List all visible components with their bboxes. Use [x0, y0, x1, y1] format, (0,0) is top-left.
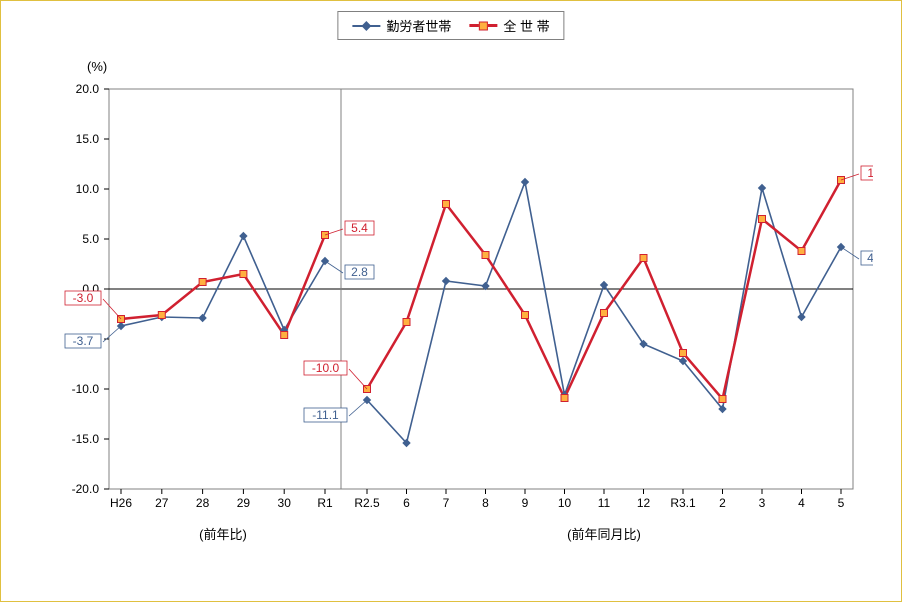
legend-marker-blue	[352, 25, 380, 27]
svg-text:9: 9	[522, 496, 529, 510]
chart-svg: -20.0-15.0-10.0-5.00.05.010.015.020.0(%)…	[51, 49, 873, 573]
svg-text:27: 27	[155, 496, 169, 510]
svg-text:29: 29	[237, 496, 251, 510]
legend: 勤労者世帯 全 世 帯	[337, 11, 564, 40]
svg-text:(前年同月比): (前年同月比)	[567, 527, 641, 542]
chart-container: { "legend": { "items": [ { "label": "勤労者…	[0, 0, 902, 602]
svg-text:12: 12	[637, 496, 651, 510]
svg-text:-10.0: -10.0	[72, 382, 100, 396]
svg-text:15.0: 15.0	[76, 132, 100, 146]
svg-text:H26: H26	[110, 496, 132, 510]
legend-label-red: 全 世 帯	[503, 16, 549, 35]
svg-text:-10.0: -10.0	[312, 361, 340, 375]
svg-text:28: 28	[196, 496, 210, 510]
svg-text:2.8: 2.8	[351, 265, 368, 279]
svg-text:20.0: 20.0	[76, 82, 100, 96]
svg-text:-15.0: -15.0	[72, 432, 100, 446]
svg-text:4: 4	[798, 496, 805, 510]
svg-text:-3.0: -3.0	[73, 291, 94, 305]
svg-text:8: 8	[482, 496, 489, 510]
svg-text:R2.5: R2.5	[354, 496, 380, 510]
legend-item-blue: 勤労者世帯	[352, 16, 451, 35]
svg-text:5.0: 5.0	[82, 232, 99, 246]
svg-text:10.0: 10.0	[76, 182, 100, 196]
svg-text:-3.7: -3.7	[73, 334, 94, 348]
svg-text:11: 11	[598, 496, 611, 510]
legend-label-blue: 勤労者世帯	[386, 16, 451, 35]
svg-text:-20.0: -20.0	[72, 482, 100, 496]
svg-text:3: 3	[759, 496, 766, 510]
svg-text:R3.1: R3.1	[670, 496, 696, 510]
plot-area: -20.0-15.0-10.0-5.00.05.010.015.020.0(%)…	[51, 49, 871, 571]
legend-item-red: 全 世 帯	[469, 16, 549, 35]
svg-text:6: 6	[403, 496, 410, 510]
svg-text:30: 30	[278, 496, 292, 510]
svg-text:(%): (%)	[87, 59, 107, 74]
svg-text:5.4: 5.4	[351, 221, 368, 235]
svg-text:2: 2	[719, 496, 726, 510]
svg-text:10: 10	[558, 496, 572, 510]
svg-text:-11.1: -11.1	[312, 408, 339, 422]
svg-text:10.9: 10.9	[867, 166, 873, 180]
legend-marker-red	[469, 24, 497, 27]
svg-text:(前年比): (前年比)	[199, 527, 247, 542]
svg-text:4.2: 4.2	[867, 251, 873, 265]
svg-text:R1: R1	[317, 496, 333, 510]
svg-text:7: 7	[443, 496, 450, 510]
svg-text:5: 5	[838, 496, 845, 510]
